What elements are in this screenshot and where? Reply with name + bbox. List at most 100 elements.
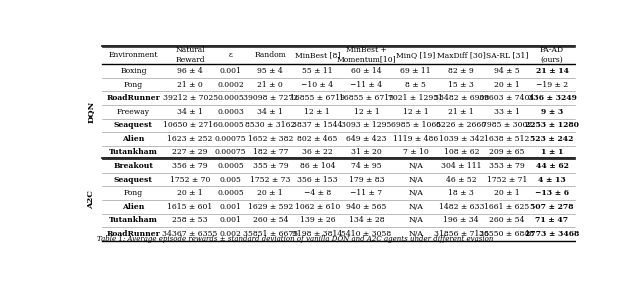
Text: Pong: Pong <box>124 81 143 89</box>
Text: 31 ± 20: 31 ± 20 <box>351 148 382 157</box>
Text: 12 ± 1: 12 ± 1 <box>305 108 330 116</box>
Text: 1615 ± 601: 1615 ± 601 <box>168 203 212 211</box>
Text: 523 ± 242: 523 ± 242 <box>531 135 573 143</box>
Text: 9198 ± 3814: 9198 ± 3814 <box>292 230 342 238</box>
Text: 1482 ± 633: 1482 ± 633 <box>438 203 484 211</box>
Text: 1752 ± 71: 1752 ± 71 <box>487 176 527 184</box>
Text: 20 ± 1: 20 ± 1 <box>494 81 520 89</box>
Text: ε: ε <box>228 51 232 59</box>
Text: −19 ± 2: −19 ± 2 <box>536 81 568 89</box>
Text: 35851 ± 6675: 35851 ± 6675 <box>243 230 298 238</box>
Text: 33482 ± 6908: 33482 ± 6908 <box>434 94 489 102</box>
Text: 34 ± 1: 34 ± 1 <box>177 108 203 116</box>
Text: 20 ± 1: 20 ± 1 <box>494 189 520 197</box>
Text: −11 ± 7: −11 ± 7 <box>351 189 383 197</box>
Text: 82 ± 9: 82 ± 9 <box>449 67 474 75</box>
Text: 15 ± 3: 15 ± 3 <box>449 81 474 89</box>
Text: −10 ± 4: −10 ± 4 <box>301 81 333 89</box>
Text: 21 ± 0: 21 ± 0 <box>177 81 203 89</box>
Text: 55 ± 11: 55 ± 11 <box>302 67 333 75</box>
Text: 7021 ± 12951: 7021 ± 12951 <box>388 94 443 102</box>
Text: N/A: N/A <box>408 203 423 211</box>
Text: 10650 ± 2716: 10650 ± 2716 <box>163 121 218 129</box>
Text: 8530 ± 3162: 8530 ± 3162 <box>245 121 296 129</box>
Text: N/A: N/A <box>408 230 423 238</box>
Text: 1062 ± 610: 1062 ± 610 <box>294 203 340 211</box>
Text: 44 ± 62: 44 ± 62 <box>536 162 568 170</box>
Text: 353 ± 79: 353 ± 79 <box>489 162 525 170</box>
Text: 0.0005: 0.0005 <box>217 94 244 102</box>
Text: 39603 ± 7404: 39603 ± 7404 <box>479 94 534 102</box>
Text: 9 ± 3: 9 ± 3 <box>541 108 563 116</box>
Text: 260 ± 54: 260 ± 54 <box>489 216 525 224</box>
Text: 1 ± 1: 1 ± 1 <box>541 148 563 157</box>
Text: Pong: Pong <box>124 189 143 197</box>
Text: −13 ± 6: −13 ± 6 <box>535 189 569 197</box>
Text: 0.0005: 0.0005 <box>217 189 244 197</box>
Text: 0.00075: 0.00075 <box>215 135 246 143</box>
Text: 6985 ± 1065: 6985 ± 1065 <box>390 121 441 129</box>
Text: 74 ± 95: 74 ± 95 <box>351 162 382 170</box>
Text: 36 ± 22: 36 ± 22 <box>302 148 333 157</box>
Text: Tutankham: Tutankham <box>109 148 158 157</box>
Text: 0.002: 0.002 <box>220 230 241 238</box>
Text: 0.005: 0.005 <box>220 176 241 184</box>
Text: 21 ± 14: 21 ± 14 <box>536 67 568 75</box>
Text: 95 ± 4: 95 ± 4 <box>257 67 284 75</box>
Text: N/A: N/A <box>408 216 423 224</box>
Text: 33 ± 1: 33 ± 1 <box>494 108 520 116</box>
Text: 21 ± 0: 21 ± 0 <box>257 81 284 89</box>
Text: 20 ± 1: 20 ± 1 <box>257 189 284 197</box>
Bar <box>102 46 575 241</box>
Text: Tutankham: Tutankham <box>109 216 158 224</box>
Text: A2C: A2C <box>87 190 95 210</box>
Text: 182 ± 77: 182 ± 77 <box>253 148 288 157</box>
Text: 179 ± 83: 179 ± 83 <box>349 176 384 184</box>
Text: 5410 ± 3058: 5410 ± 3058 <box>341 230 392 238</box>
Text: 0.001: 0.001 <box>220 216 241 224</box>
Text: 12 ± 1: 12 ± 1 <box>403 108 429 116</box>
Text: 8 ± 5: 8 ± 5 <box>405 81 426 89</box>
Text: 39098 ± 7272: 39098 ± 7272 <box>243 94 298 102</box>
Text: 60 ± 14: 60 ± 14 <box>351 67 382 75</box>
Text: 3093 ± 1295: 3093 ± 1295 <box>341 121 392 129</box>
Text: 12 ± 1: 12 ± 1 <box>354 108 380 116</box>
Text: MaxDiff [30]: MaxDiff [30] <box>437 51 486 59</box>
Text: 39212 ± 7025: 39212 ± 7025 <box>163 94 218 102</box>
Text: Alien: Alien <box>122 203 145 211</box>
Text: MinBest [8]: MinBest [8] <box>294 51 340 59</box>
Text: 1623 ± 252: 1623 ± 252 <box>168 135 212 143</box>
Text: 0.0003: 0.0003 <box>217 108 244 116</box>
Text: Boxing: Boxing <box>120 67 147 75</box>
Text: 16855 ± 6719: 16855 ± 6719 <box>290 94 345 102</box>
Text: 2773 ± 3468: 2773 ± 3468 <box>525 230 579 238</box>
Text: 96 ± 4: 96 ± 4 <box>177 67 203 75</box>
Text: MinBest +
Momentum[10]: MinBest + Momentum[10] <box>337 47 396 64</box>
Text: 260 ± 54: 260 ± 54 <box>253 216 288 224</box>
Text: 3837 ± 1544: 3837 ± 1544 <box>292 121 342 129</box>
Text: 940 ± 565: 940 ± 565 <box>346 203 387 211</box>
Text: 21 ± 1: 21 ± 1 <box>449 108 474 116</box>
Text: 71 ± 47: 71 ± 47 <box>536 216 568 224</box>
Text: 20 ± 1: 20 ± 1 <box>177 189 203 197</box>
Text: 1629 ± 592: 1629 ± 592 <box>248 203 293 211</box>
Text: Table 1: Average episode rewards ± standard deviation of vanilla DQN and A2C age: Table 1: Average episode rewards ± stand… <box>97 235 493 243</box>
Text: 258 ± 53: 258 ± 53 <box>172 216 208 224</box>
Text: 18 ± 3: 18 ± 3 <box>449 189 474 197</box>
Text: 0.0005: 0.0005 <box>217 162 244 170</box>
Text: 356 ± 79: 356 ± 79 <box>172 162 208 170</box>
Text: 46 ± 52: 46 ± 52 <box>446 176 477 184</box>
Text: 1039 ± 342: 1039 ± 342 <box>438 135 484 143</box>
Text: 0.0005: 0.0005 <box>217 121 244 129</box>
Text: Seaquest: Seaquest <box>114 176 153 184</box>
Text: 1119 ± 486: 1119 ± 486 <box>393 135 438 143</box>
Text: 7985 ± 3002: 7985 ± 3002 <box>482 121 532 129</box>
Text: 34 ± 1: 34 ± 1 <box>257 108 284 116</box>
Text: Freeway: Freeway <box>117 108 150 116</box>
Text: 336 ± 3249: 336 ± 3249 <box>527 94 577 102</box>
Text: 86 ± 104: 86 ± 104 <box>300 162 335 170</box>
Text: Random: Random <box>255 51 286 59</box>
Text: Seaquest: Seaquest <box>114 121 153 129</box>
Text: DQN: DQN <box>87 101 95 123</box>
Text: 1638 ± 512: 1638 ± 512 <box>484 135 530 143</box>
